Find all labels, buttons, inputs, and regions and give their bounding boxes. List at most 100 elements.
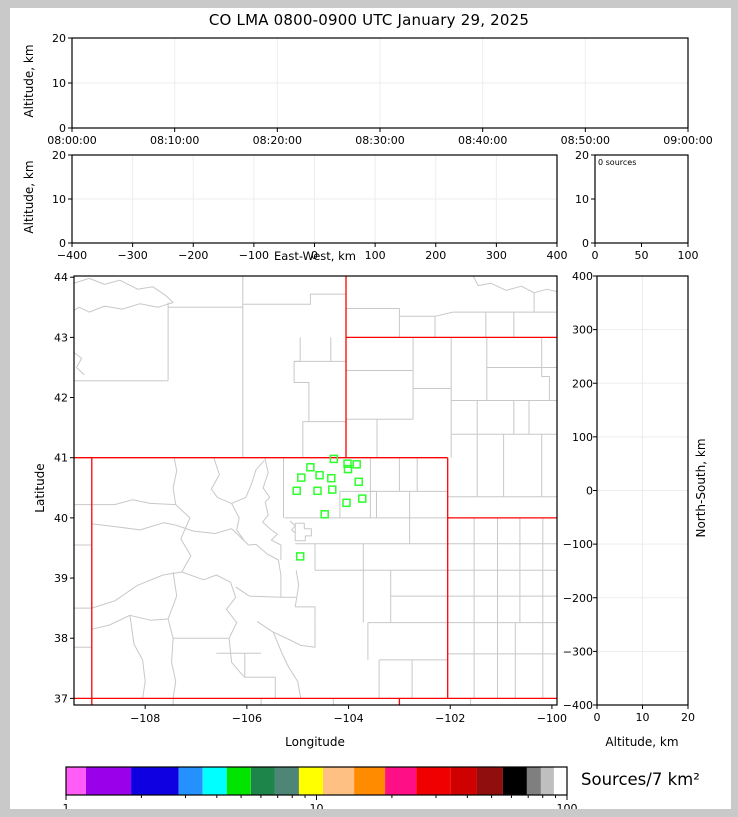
tick-label: 20 [52, 149, 66, 162]
tick-label: 100 [678, 249, 699, 262]
tick-label: 0 [592, 249, 599, 262]
tick-label: 08:50:00 [561, 134, 610, 147]
station-marker [313, 486, 322, 496]
station-marker [327, 473, 336, 483]
ns-panel-ylabel: North-South, km [694, 438, 708, 538]
panel-frame [596, 275, 689, 706]
tick-label: 40 [54, 512, 68, 525]
tick-label: −106 [232, 712, 262, 725]
station-marker [358, 494, 367, 503]
station-marker [297, 473, 306, 482]
tick-label: −100 [239, 249, 269, 262]
colorbar-segment [450, 767, 477, 795]
panel-frame [71, 37, 689, 129]
tick-label: 39 [54, 572, 68, 585]
station-marker [320, 510, 329, 519]
tick-label: 0 [59, 237, 66, 250]
map-county-lines [74, 276, 557, 705]
tick-label: 100 [365, 249, 386, 262]
tick-label: −102 [435, 712, 465, 725]
colorbar-segment [554, 767, 567, 795]
tick-label: 300 [486, 249, 507, 262]
tick-label: 50 [635, 249, 649, 262]
colorbar-segment [66, 767, 86, 795]
tick-label: −200 [178, 249, 208, 262]
tick-label: 38 [54, 632, 68, 645]
tick-label: 0 [582, 237, 589, 250]
tick-label: 09:00:00 [663, 134, 712, 147]
panel-frame [594, 154, 689, 244]
tick-label: 41 [54, 452, 68, 465]
colorbar-segment [299, 767, 323, 795]
station-marker [343, 459, 352, 468]
station-marker [354, 477, 363, 487]
colorbar-segment [354, 767, 386, 795]
station-marker [306, 463, 315, 472]
tick-label: 20 [575, 149, 589, 162]
tick-label: 42 [54, 392, 68, 405]
colorbar-segment [86, 767, 132, 795]
tick-label: 400 [547, 249, 568, 262]
tick-label: 100 [572, 431, 593, 444]
colorbar-segment [178, 767, 203, 795]
map-state-borders [74, 276, 557, 705]
tick-label: 37 [54, 692, 68, 705]
tick-label: −104 [333, 712, 363, 725]
tick-label: 0 [59, 122, 66, 135]
source-count-annotation: 0 sources [598, 158, 636, 167]
tick-label: 08:30:00 [355, 134, 404, 147]
tick-label: −108 [130, 712, 160, 725]
colorbar-label: Sources/7 km² [581, 770, 700, 789]
tick-label: −300 [563, 645, 593, 658]
ew-panel-xlabel: East-West, km [274, 249, 356, 263]
station-marker [329, 454, 339, 464]
colorbar-segment [202, 767, 227, 795]
tick-label: 10 [575, 193, 589, 206]
tick-label: 10 [52, 193, 66, 206]
tick-label: 200 [572, 377, 593, 390]
page-title: CO LMA 0800-0900 UTC January 29, 2025 [208, 11, 530, 29]
tick-label: 10 [636, 711, 650, 724]
colorbar-segment [476, 767, 503, 795]
panel-axes: 0 50 100 0 10 20 [575, 149, 699, 262]
station-marker [343, 464, 353, 474]
tick-label: 10 [310, 802, 324, 815]
station-marker [328, 485, 337, 494]
colorbar-segment [540, 767, 554, 795]
tick-label: 0 [586, 485, 593, 498]
panel-frame [71, 154, 558, 244]
colorbar-segment [131, 767, 179, 795]
tick-label: −100 [537, 712, 567, 725]
colorbar-segment [502, 767, 527, 795]
station-marker [352, 460, 361, 469]
map-xlabel: Longitude [285, 735, 345, 749]
tick-label: 200 [425, 249, 446, 262]
tick-label: −300 [118, 249, 148, 262]
tick-label: 08:20:00 [253, 134, 302, 147]
tick-label: 0 [311, 249, 318, 262]
tick-label: −400 [563, 699, 593, 712]
colorbar-segment [416, 767, 451, 795]
ns-panel-xlabel: Altitude, km [605, 735, 679, 749]
tick-label: 43 [54, 331, 68, 344]
station-marker [342, 498, 351, 508]
map-ylabel: Latitude [33, 463, 47, 513]
ew-panel-ylabel: Altitude, km [22, 160, 36, 234]
tick-label: 08:00:00 [47, 134, 96, 147]
panel-frame [73, 275, 558, 706]
tick-label: −100 [563, 538, 593, 551]
tick-label: 0 [594, 711, 601, 724]
map-axes: −108 −106 −104 −102 −100 37 38 39 40 41 42 43 44 [54, 271, 567, 725]
colorbar-segment [526, 767, 541, 795]
lma-station-markers [292, 454, 367, 561]
density-colorbar: 1 10 100 [63, 766, 578, 815]
panel-axes: −400 −300 −200 −100 0 100 200 300 400 0 10 20 [52, 149, 568, 262]
tick-label: 08:40:00 [458, 134, 507, 147]
colorbar-segment [250, 767, 275, 795]
tick-label: 44 [54, 271, 68, 284]
tick-label: 300 [572, 324, 593, 337]
station-marker [292, 486, 301, 496]
